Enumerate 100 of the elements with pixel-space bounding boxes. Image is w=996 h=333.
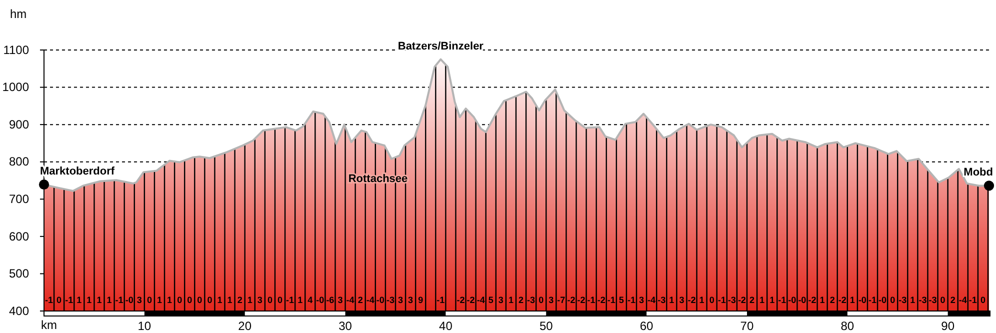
annotation: 2 bbox=[749, 295, 754, 305]
annotation: -1 bbox=[718, 295, 726, 305]
annotation: -1 bbox=[587, 295, 596, 305]
annotation: 0 bbox=[267, 295, 272, 305]
annotation: 0 bbox=[538, 295, 544, 305]
y-tick-label: 1100 bbox=[3, 42, 30, 57]
annotation: Batzers/Binzeler bbox=[398, 40, 484, 52]
y-axis-title: hm bbox=[10, 7, 27, 21]
annotation: 0 bbox=[980, 295, 986, 305]
annotation: 1 bbox=[167, 295, 172, 305]
annotation: 1 bbox=[669, 295, 674, 305]
x-tick-label: 60 bbox=[640, 318, 654, 333]
annotation: -1 bbox=[115, 295, 124, 305]
annotation: -1 bbox=[968, 295, 977, 305]
y-tick-label: 700 bbox=[8, 192, 30, 206]
annotation: -3 bbox=[898, 295, 907, 305]
y-tick-label: 900 bbox=[8, 117, 30, 132]
annotation: 9 bbox=[418, 295, 424, 305]
annotation: 2 bbox=[518, 295, 524, 305]
annotation: -2 bbox=[808, 295, 816, 305]
annotation: 1 bbox=[96, 295, 102, 305]
annotation: -1 bbox=[436, 295, 445, 305]
annotation: 0 bbox=[709, 295, 714, 305]
annotation: 1 bbox=[770, 295, 775, 305]
y-tick-label: 800 bbox=[8, 154, 30, 169]
annotation: -3 bbox=[728, 295, 736, 305]
annotation: 3 bbox=[639, 295, 644, 305]
x-tick-label: 90 bbox=[941, 318, 955, 333]
annotation: 3 bbox=[136, 295, 142, 305]
annotation: 0 bbox=[890, 295, 896, 305]
annotation: -2 bbox=[577, 295, 586, 305]
annotation: -0 bbox=[858, 295, 866, 305]
annotation: -3 bbox=[386, 295, 394, 305]
x-tick-label: 80 bbox=[840, 318, 854, 333]
annotation: -2 bbox=[466, 295, 475, 305]
annotation: -1 bbox=[778, 295, 786, 305]
annotation: 0 bbox=[207, 295, 212, 305]
annotation: 3 bbox=[257, 295, 262, 305]
y-tick-label: 400 bbox=[8, 304, 30, 318]
annotation: Mobd bbox=[964, 166, 993, 179]
x-tick-label: 20 bbox=[238, 318, 252, 333]
annotation: 1 bbox=[217, 295, 222, 305]
x-tick-label: 50 bbox=[539, 318, 554, 333]
annotation: -4 bbox=[366, 295, 374, 305]
annotation: 2 bbox=[830, 295, 835, 305]
annotation: -6 bbox=[326, 295, 334, 305]
annotation: -2 bbox=[838, 295, 846, 305]
annotation: -2 bbox=[597, 295, 606, 305]
annotation: 0 bbox=[146, 295, 152, 305]
annotation: -4 bbox=[476, 295, 485, 305]
annotation: -2 bbox=[456, 295, 465, 305]
annotation: -0 bbox=[878, 295, 887, 305]
annotation: 0 bbox=[940, 295, 946, 305]
annotation: -0 bbox=[125, 295, 134, 305]
annotation: 1 bbox=[106, 295, 112, 305]
annotation: -0 bbox=[316, 295, 324, 305]
annotation: 0 bbox=[177, 295, 182, 305]
annotation: 3 bbox=[408, 295, 414, 305]
x-tick-label: 70 bbox=[740, 318, 754, 333]
annotation: -0 bbox=[788, 295, 796, 305]
annotation: -1 bbox=[65, 295, 74, 305]
annotation: 1 bbox=[760, 295, 765, 305]
annotation: -1 bbox=[607, 295, 616, 305]
annotation: 1 bbox=[298, 295, 303, 305]
annotation: 1 bbox=[850, 295, 855, 305]
annotation: 1 bbox=[156, 295, 162, 305]
annotation: -4 bbox=[958, 295, 967, 305]
annotation: -4 bbox=[346, 295, 354, 305]
annotation: 2 bbox=[237, 295, 242, 305]
annotation: -1 bbox=[45, 295, 54, 305]
annotation: 0 bbox=[277, 295, 283, 305]
annotation: -0 bbox=[798, 295, 806, 305]
annotation: 0 bbox=[197, 295, 202, 305]
annotation: 2 bbox=[358, 295, 363, 305]
annotation: 0 bbox=[187, 295, 192, 305]
annotation: 1 bbox=[820, 295, 825, 305]
annotation: -0 bbox=[376, 295, 384, 305]
x-axis-title: km bbox=[41, 318, 57, 332]
annotation: 2 bbox=[950, 295, 956, 305]
annotation: -1 bbox=[627, 295, 636, 305]
annotation: -2 bbox=[738, 295, 746, 305]
x-tick-label: 40 bbox=[439, 318, 453, 333]
y-tick-label: 1000 bbox=[2, 80, 30, 94]
annotation: 0 bbox=[56, 295, 62, 305]
annotation: -3 bbox=[658, 295, 666, 305]
annotation: -2 bbox=[688, 295, 696, 305]
annotation: 3 bbox=[498, 295, 504, 305]
annotation: -3 bbox=[918, 295, 927, 305]
annotation: 3 bbox=[338, 295, 343, 305]
y-tick-label: 600 bbox=[8, 229, 30, 244]
annotation: 1 bbox=[86, 295, 92, 305]
x-tick-label: 10 bbox=[138, 318, 152, 333]
annotation: 1 bbox=[247, 295, 252, 305]
annotation: 1 bbox=[508, 295, 514, 305]
annotation: 1 bbox=[699, 295, 704, 305]
y-tick-label: 500 bbox=[8, 266, 30, 281]
annotation: 5 bbox=[488, 295, 494, 305]
annotation: -1 bbox=[286, 295, 294, 305]
annotation: -7 bbox=[557, 295, 566, 305]
annotation: -2 bbox=[567, 295, 576, 305]
